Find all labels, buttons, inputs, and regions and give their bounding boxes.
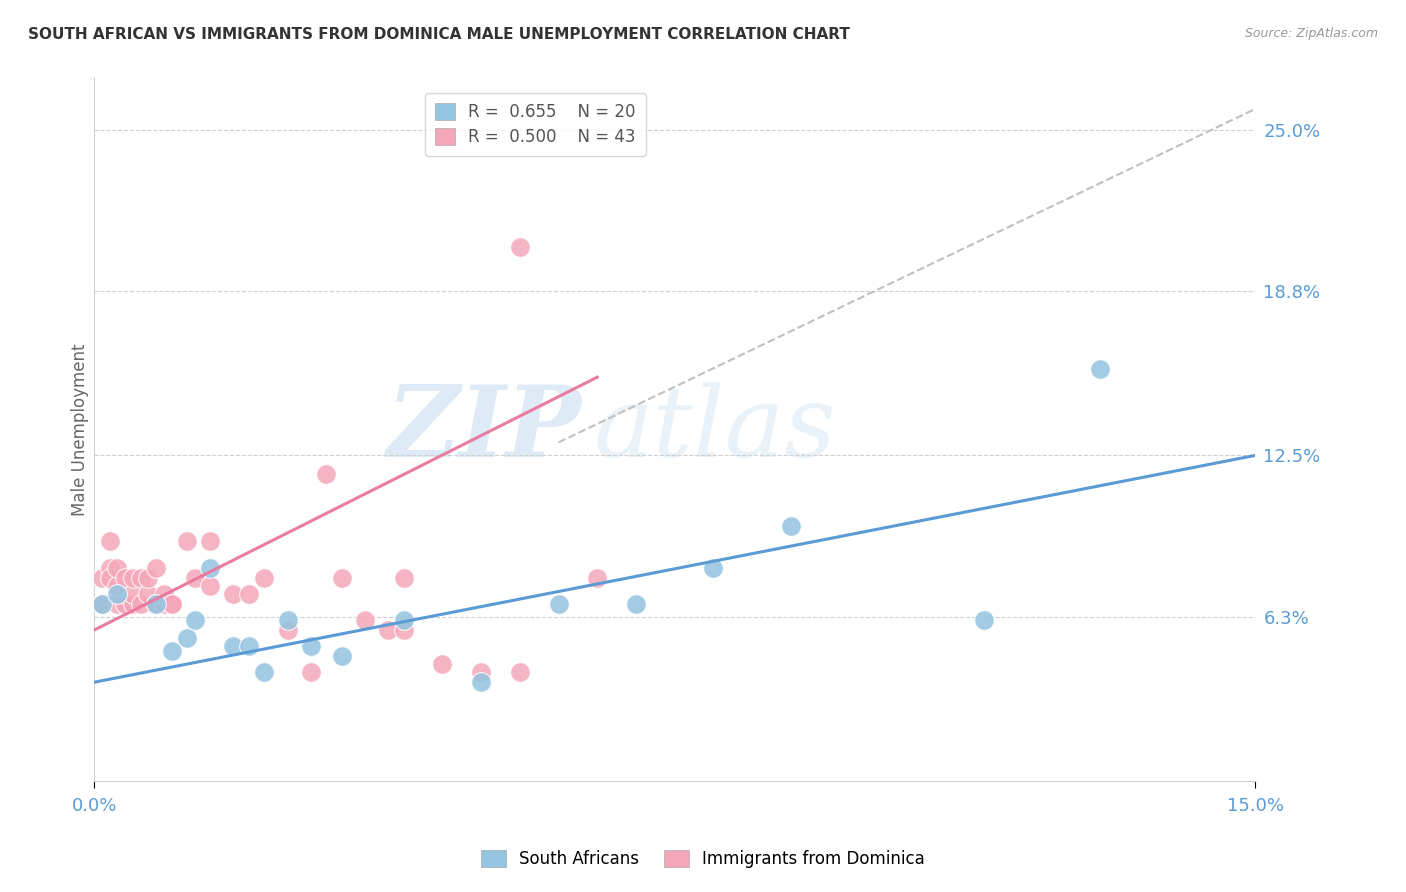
Point	[145, 597, 167, 611]
Point	[184, 613, 207, 627]
Point	[299, 639, 322, 653]
Point	[222, 639, 245, 653]
Point	[152, 597, 174, 611]
Point	[152, 586, 174, 600]
Point	[354, 613, 377, 627]
Point	[315, 467, 337, 481]
Point	[973, 613, 995, 627]
Text: atlas: atlas	[593, 382, 837, 477]
Point	[98, 534, 121, 549]
Point	[90, 571, 112, 585]
Point	[299, 665, 322, 679]
Point	[160, 597, 183, 611]
Point	[330, 571, 353, 585]
Point	[145, 597, 167, 611]
Point	[238, 639, 260, 653]
Point	[90, 597, 112, 611]
Point	[392, 571, 415, 585]
Point	[200, 579, 222, 593]
Point	[222, 586, 245, 600]
Point	[330, 649, 353, 664]
Point	[129, 597, 152, 611]
Point	[277, 623, 299, 637]
Point	[253, 665, 276, 679]
Point	[392, 623, 415, 637]
Point	[121, 571, 143, 585]
Point	[90, 597, 112, 611]
Point	[176, 631, 198, 645]
Point	[136, 586, 159, 600]
Point	[470, 675, 492, 690]
Point	[160, 644, 183, 658]
Point	[624, 597, 647, 611]
Text: Source: ZipAtlas.com: Source: ZipAtlas.com	[1244, 27, 1378, 40]
Point	[105, 586, 128, 600]
Point	[509, 240, 531, 254]
Text: SOUTH AFRICAN VS IMMIGRANTS FROM DOMINICA MALE UNEMPLOYMENT CORRELATION CHART: SOUTH AFRICAN VS IMMIGRANTS FROM DOMINIC…	[28, 27, 851, 42]
Point	[176, 534, 198, 549]
Point	[432, 657, 454, 671]
Point	[98, 560, 121, 574]
Point	[105, 579, 128, 593]
Point	[253, 571, 276, 585]
Point	[509, 665, 531, 679]
Point	[98, 571, 121, 585]
Point	[377, 623, 399, 637]
Y-axis label: Male Unemployment: Male Unemployment	[72, 343, 89, 516]
Point	[121, 586, 143, 600]
Point	[779, 518, 801, 533]
Point	[200, 560, 222, 574]
Point	[160, 597, 183, 611]
Point	[586, 571, 609, 585]
Point	[277, 613, 299, 627]
Point	[129, 571, 152, 585]
Text: ZIP: ZIP	[387, 381, 582, 477]
Point	[547, 597, 569, 611]
Point	[121, 597, 143, 611]
Point	[702, 560, 724, 574]
Point	[105, 560, 128, 574]
Point	[200, 534, 222, 549]
Point	[184, 571, 207, 585]
Point	[470, 665, 492, 679]
Point	[105, 597, 128, 611]
Point	[114, 597, 136, 611]
Point	[136, 571, 159, 585]
Point	[114, 571, 136, 585]
Point	[392, 613, 415, 627]
Legend: South Africans, Immigrants from Dominica: South Africans, Immigrants from Dominica	[474, 843, 932, 875]
Point	[1090, 362, 1112, 376]
Legend: R =  0.655    N = 20, R =  0.500    N = 43: R = 0.655 N = 20, R = 0.500 N = 43	[425, 93, 645, 156]
Point	[238, 586, 260, 600]
Point	[145, 560, 167, 574]
